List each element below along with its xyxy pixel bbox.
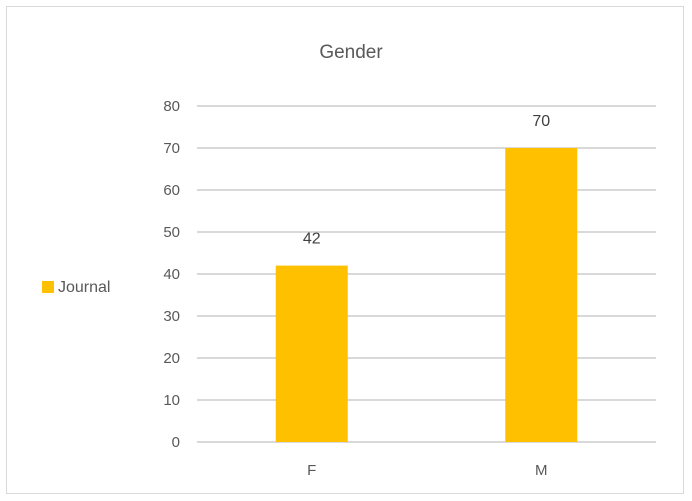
bars [275, 148, 578, 442]
y-tick-label: 60 [163, 182, 180, 199]
x-tick-label: M [535, 462, 548, 479]
data-labels: 42 70 [303, 113, 550, 248]
y-tick-label: 20 [163, 350, 180, 367]
y-tick-label: 30 [163, 308, 180, 325]
gridlines [197, 105, 656, 443]
y-axis-ticks: 0 10 20 30 40 50 60 70 80 [163, 98, 180, 451]
y-tick-label: 80 [163, 98, 180, 115]
data-label: 42 [303, 231, 321, 248]
bar-m [505, 148, 578, 442]
legend-label: Journal [58, 279, 110, 296]
y-tick-label: 70 [163, 140, 180, 157]
chart-title: Gender [319, 42, 383, 63]
legend: Journal [42, 279, 110, 296]
legend-swatch [42, 281, 54, 293]
y-tick-label: 0 [172, 434, 180, 451]
y-tick-label: 10 [163, 392, 180, 409]
bar-f [275, 265, 348, 442]
x-tick-label: F [307, 462, 316, 479]
y-tick-label: 40 [163, 266, 180, 283]
y-tick-label: 50 [163, 224, 180, 241]
data-label: 70 [532, 113, 550, 130]
